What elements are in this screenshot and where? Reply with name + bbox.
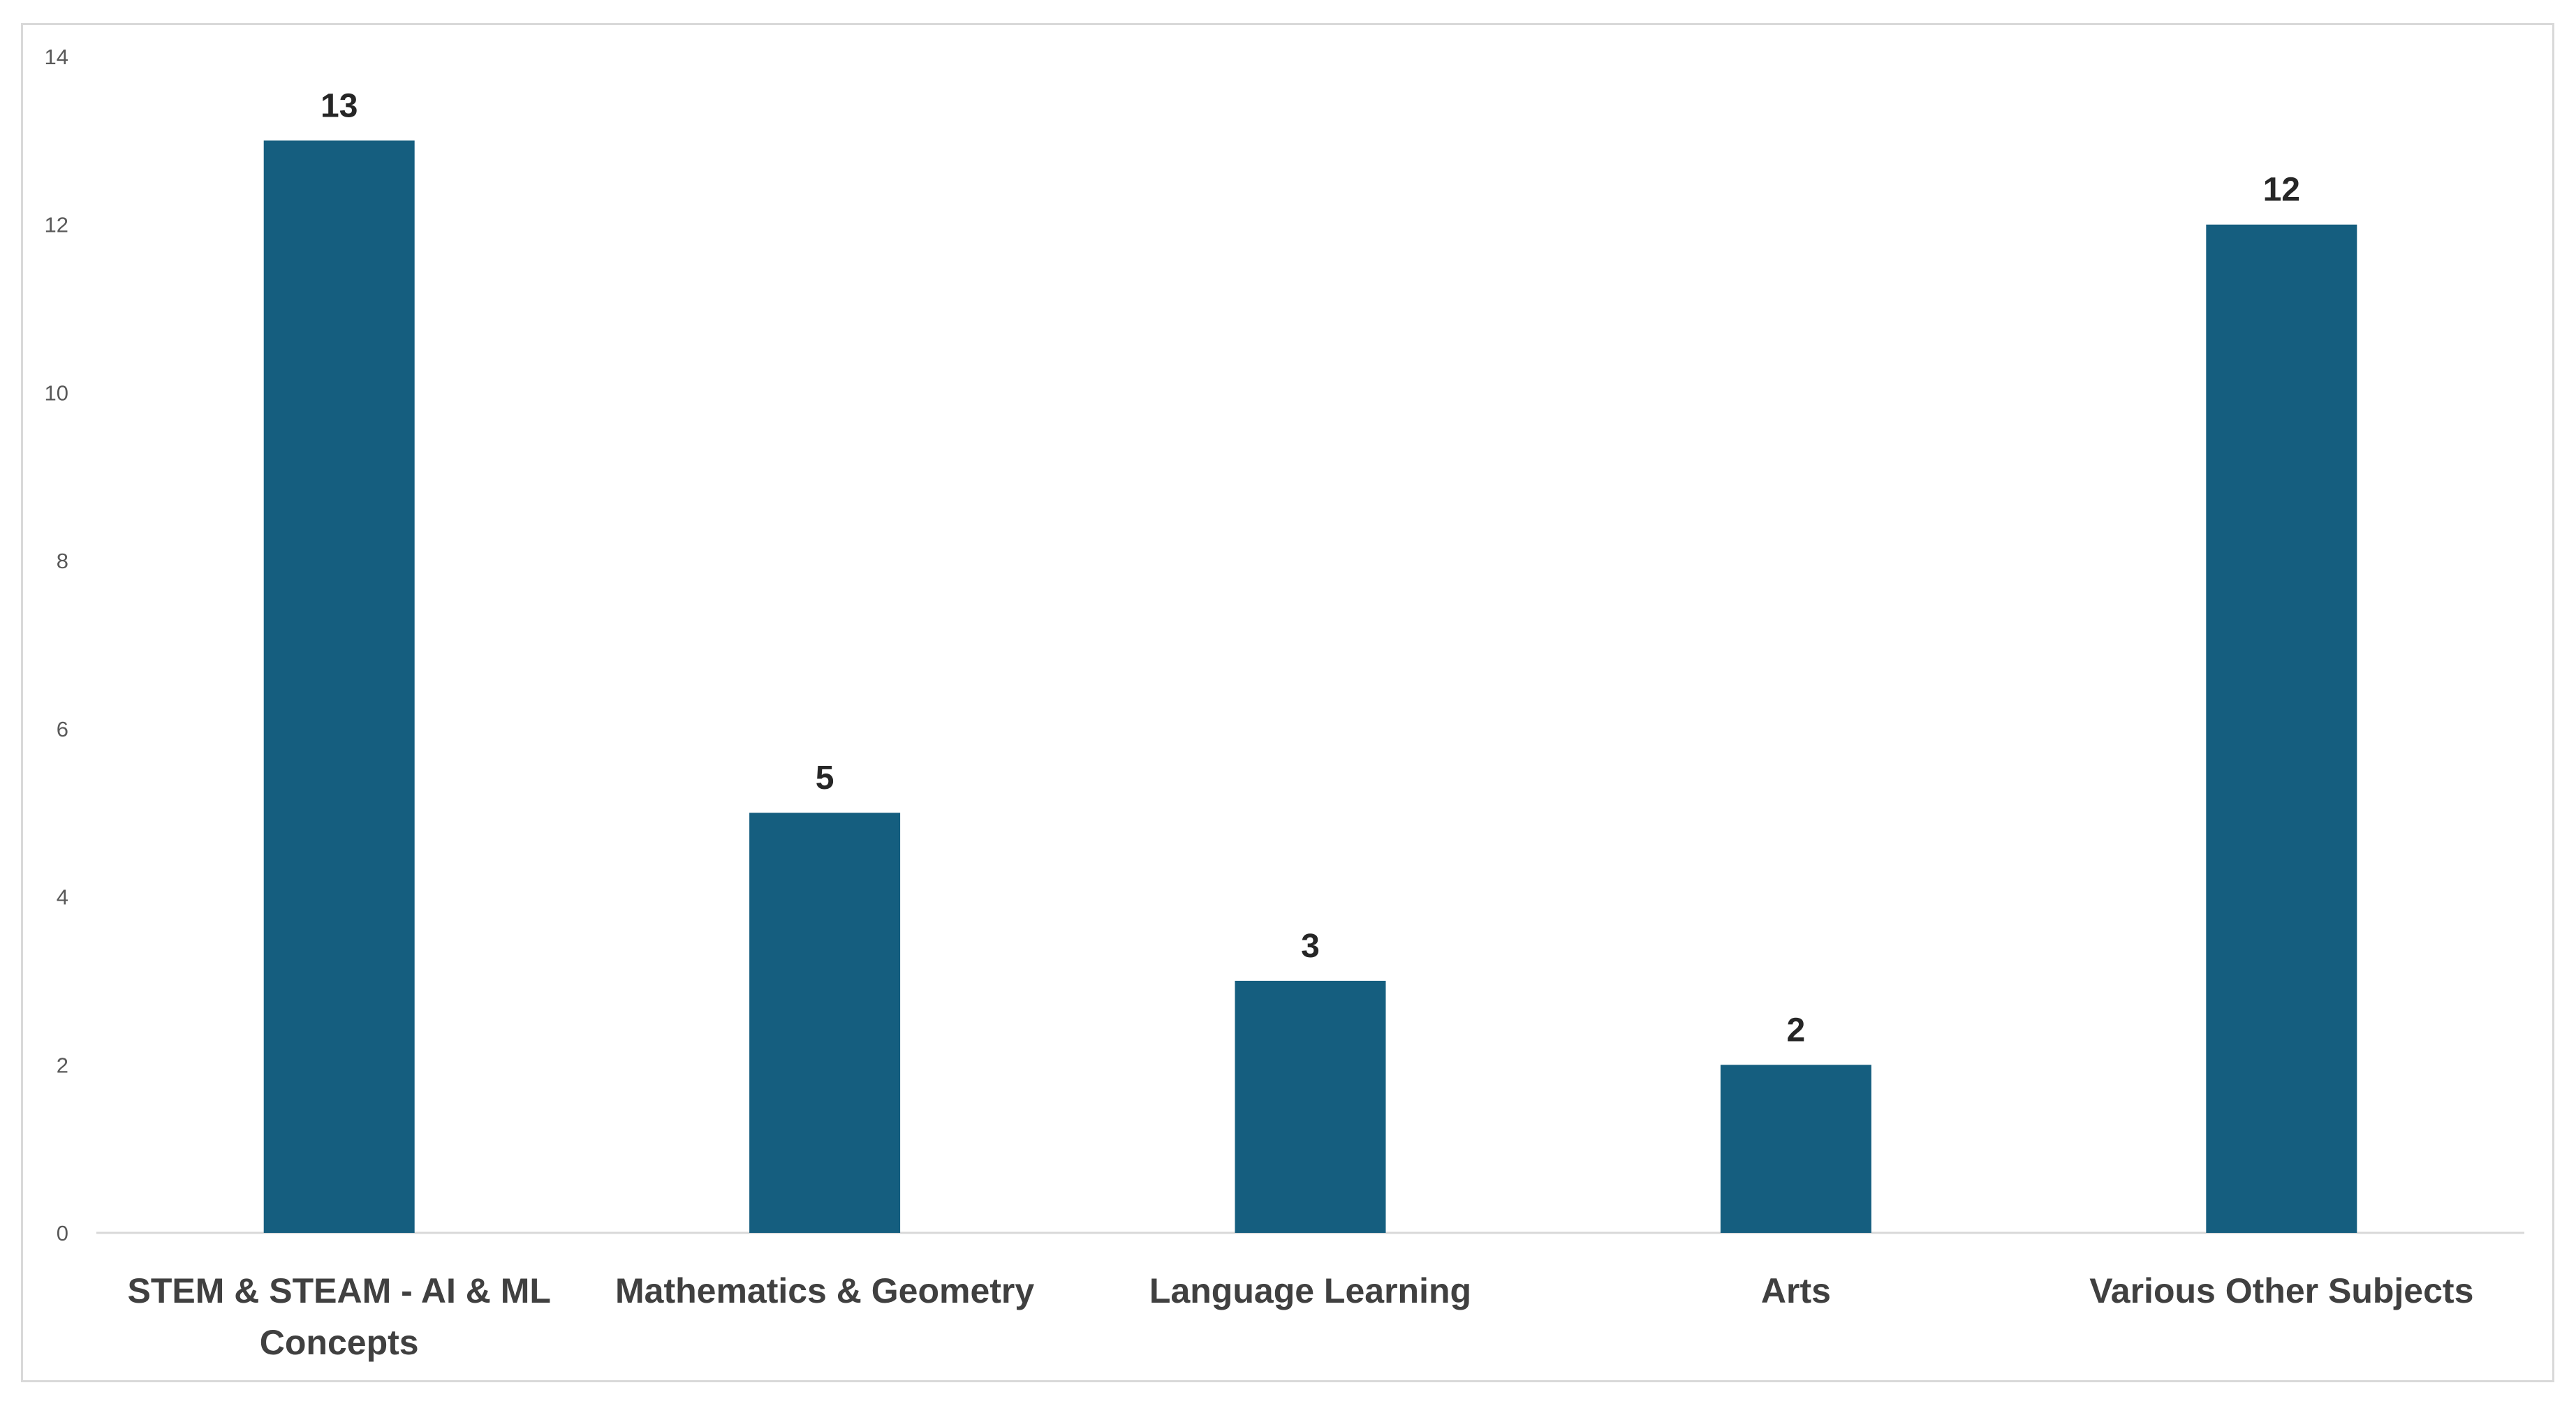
x-tick-label: Mathematics & Geometry [615, 1271, 1034, 1310]
y-tick-label: 2 [57, 1053, 68, 1077]
data-label: 5 [816, 760, 834, 797]
bar [1235, 980, 1386, 1233]
bar [1720, 1065, 1871, 1233]
x-tick-label: STEM & STEAM - AI & ML [127, 1271, 550, 1310]
y-tick-label: 6 [57, 717, 68, 741]
bar [263, 140, 415, 1233]
x-tick-label: Language Learning [1149, 1271, 1471, 1310]
data-label: 3 [1301, 928, 1320, 965]
y-tick-label: 14 [45, 45, 68, 69]
y-tick-label: 0 [57, 1221, 68, 1245]
chart-container: 0 2 4 6 8 10 12 14 13 STEM & STEAM - AI & ML Conce… [21, 23, 2554, 1382]
x-tick-label: Concepts [260, 1323, 419, 1362]
bar [749, 813, 901, 1233]
bar [2206, 224, 2357, 1233]
y-tick-label: 4 [57, 885, 68, 910]
x-tick-label: Various Other Subjects [2089, 1271, 2473, 1310]
y-tick-label: 8 [57, 549, 68, 573]
y-tick-label: 12 [45, 213, 68, 237]
x-tick-label: Arts [1761, 1271, 1831, 1310]
bar-chart: 0 2 4 6 8 10 12 14 13 STEM & STEAM - AI & ML Conce… [45, 45, 2524, 1362]
y-tick-label: 10 [45, 380, 68, 405]
data-label: 13 [321, 87, 358, 124]
data-label: 12 [2263, 172, 2300, 209]
data-label: 2 [1787, 1012, 1806, 1049]
